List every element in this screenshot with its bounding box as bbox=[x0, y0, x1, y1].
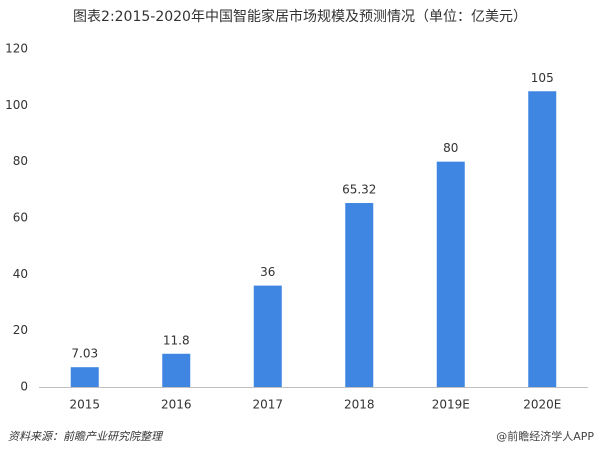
bar bbox=[436, 161, 465, 387]
source-note: 资料来源：前瞻产业研究院整理 bbox=[8, 430, 164, 443]
y-tick-label: 100 bbox=[5, 98, 28, 112]
bar bbox=[70, 367, 99, 387]
watermark: @前瞻经济学人APP bbox=[496, 429, 594, 443]
y-tick-label: 20 bbox=[13, 323, 28, 337]
value-label: 36 bbox=[260, 265, 275, 279]
y-tick-label: 40 bbox=[13, 267, 28, 281]
x-tick-label: 2015 bbox=[69, 398, 100, 412]
value-label: 80 bbox=[443, 141, 458, 155]
x-tick-label: 2020E bbox=[523, 398, 561, 412]
value-label: 105 bbox=[531, 71, 554, 85]
x-tick-label: 2017 bbox=[252, 398, 283, 412]
bar bbox=[253, 285, 282, 387]
bar bbox=[162, 353, 191, 387]
x-tick-label: 2019E bbox=[432, 398, 470, 412]
value-label: 7.03 bbox=[71, 347, 98, 361]
bar bbox=[528, 91, 557, 387]
y-tick-label: 80 bbox=[13, 154, 28, 168]
y-tick-label: 120 bbox=[5, 42, 28, 56]
chart-title: 图表2:2015-2020年中国智能家居市场规模及预测情况（单位：亿美元） bbox=[73, 8, 527, 25]
value-label: 11.8 bbox=[163, 333, 190, 347]
y-tick-label: 0 bbox=[20, 380, 28, 394]
x-tick-label: 2016 bbox=[161, 398, 192, 412]
bar bbox=[345, 203, 374, 387]
value-label: 65.32 bbox=[342, 183, 376, 197]
y-tick-label: 60 bbox=[13, 211, 28, 225]
x-tick-label: 2018 bbox=[344, 398, 375, 412]
